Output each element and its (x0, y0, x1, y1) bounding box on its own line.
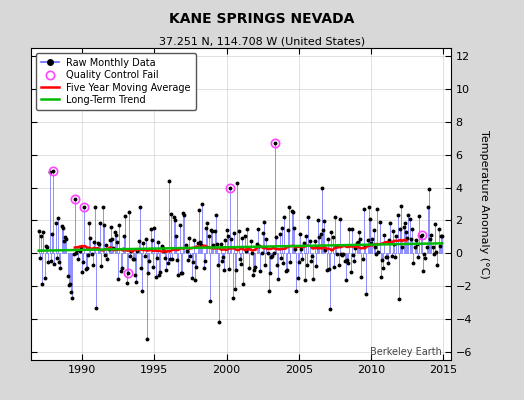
Y-axis label: Temperature Anomaly (°C): Temperature Anomaly (°C) (478, 130, 489, 278)
Text: 37.251 N, 114.708 W (United States): 37.251 N, 114.708 W (United States) (159, 36, 365, 46)
Text: KANE SPRINGS NEVADA: KANE SPRINGS NEVADA (169, 12, 355, 26)
Legend: Raw Monthly Data, Quality Control Fail, Five Year Moving Average, Long-Term Tren: Raw Monthly Data, Quality Control Fail, … (36, 53, 196, 110)
Text: Berkeley Earth: Berkeley Earth (370, 347, 442, 357)
